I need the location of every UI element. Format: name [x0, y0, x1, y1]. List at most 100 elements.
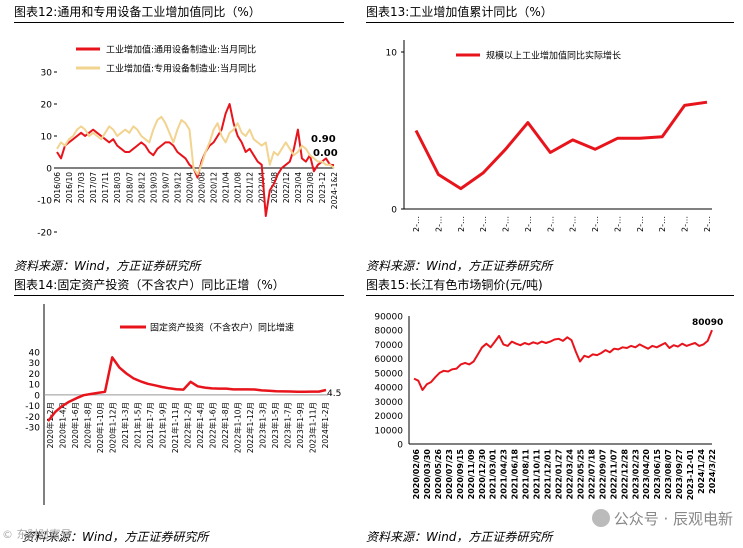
y-tick-label: 0 [34, 391, 40, 401]
chart12-title: 图表12:通用和专用设备工业增加值同比（%） [14, 5, 261, 19]
x-tick-label: 2023/04 [294, 172, 303, 203]
x-tick-label: 2022/12/28 [620, 449, 629, 500]
x-tick-label: 2018/12 [137, 172, 146, 203]
x-tick-label: 2022/01/27 [555, 449, 564, 499]
watermark: 公众号 · 辰观电新 [591, 508, 733, 529]
x-tick-label: 2022年1-10月 [233, 402, 243, 453]
x-tick-label: 2020/11/09 [467, 449, 476, 500]
x-tick-label: 2022年1-12月 [245, 402, 255, 453]
y-tick-label: 60000 [374, 355, 403, 365]
x-tick-label: 2020年1-4月 [58, 402, 68, 448]
x-tick-label: 2020年1-12月 [108, 402, 118, 453]
x-tick-label: 2-… [613, 216, 622, 232]
x-tick-label: 2019/03 [149, 172, 158, 203]
y-tick-label: 10000 [374, 426, 403, 436]
x-tick-label: 2023/08 [306, 172, 315, 203]
x-tick-label: 2020年1-8月 [83, 402, 93, 448]
x-tick-label: 2021年1-9月 [158, 402, 168, 448]
x-tick-label: 2-… [681, 216, 690, 232]
x-tick-label: 2021/04/23 [500, 449, 509, 499]
x-tick-label: 2021/10/11 [533, 449, 542, 500]
x-tick-label: 2-… [703, 216, 712, 232]
y-tick-label: 0 [391, 206, 397, 216]
x-tick-label: 2-… [457, 216, 466, 232]
y-tick-label: 20000 [374, 412, 403, 422]
x-tick-label: 2022/12 [282, 172, 291, 203]
x-tick-label: 2-… [658, 216, 667, 232]
x-tick-label: 2016/10 [65, 172, 74, 203]
y-tick-label: 50000 [374, 369, 403, 379]
x-tick-label: 2023年1-3月 [258, 402, 268, 448]
legend-label-1: 工业增加值:专用设备制造业:当月同比 [106, 63, 256, 75]
y-tick-label: 10 [386, 49, 398, 59]
y-tick-label: 30 [41, 69, 53, 79]
x-tick-label: 2022/05/25 [576, 449, 585, 500]
x-tick-label: 2023年1-11月 [308, 402, 318, 453]
x-tick-label: 2018/07 [125, 172, 134, 203]
y-tick-label: 30 [29, 359, 41, 369]
x-tick-label: 2022年1-8月 [220, 402, 230, 448]
x-tick-label: 2019/07 [161, 172, 170, 203]
x-tick-label: 2-… [569, 216, 578, 232]
chart15-title: 图表15:长江有色市场铜价(元/吨) [366, 278, 543, 292]
y-tick-label: 0 [46, 165, 52, 175]
chart15-source: 资料来源：Wind，方正证券研究所 [366, 530, 553, 544]
x-tick-label: 2-… [479, 216, 488, 232]
x-tick-label: 2-… [524, 216, 533, 232]
x-tick-label: 2020/09/15 [456, 449, 465, 500]
x-tick-label: 2-… [636, 216, 645, 232]
annotation-0: 4.5 [327, 389, 341, 399]
x-tick-label: 2020年1-6月 [70, 402, 80, 448]
x-tick-label: 2022年1-4月 [195, 402, 205, 448]
y-tick-label: 10 [41, 133, 53, 143]
x-tick-label: 2023/04/20 [642, 449, 651, 500]
x-tick-label: 2020/05/26 [434, 449, 443, 500]
annotation-0: 80090 [692, 318, 723, 328]
watermark-text: 公众号 · 辰观电新 [613, 510, 733, 528]
x-tick-label: 2021年1-5月 [133, 402, 143, 448]
y-tick-label: 80000 [374, 327, 403, 337]
series-line-1 [56, 115, 335, 176]
x-tick-label: 2022/11/07 [609, 449, 618, 499]
x-tick-label: 2-… [434, 216, 443, 232]
y-tick-label: 40000 [374, 384, 403, 394]
series-line-0 [413, 329, 713, 391]
x-tick-label: 2021/06/18 [511, 449, 520, 500]
x-tick-label: 2017/11 [101, 172, 110, 203]
x-tick-label: 2020/04 [185, 172, 194, 203]
x-tick-label: 2021年1-11月 [170, 402, 180, 453]
chart15-title-rule [366, 295, 734, 296]
x-tick-label: 2020年1-2月 [45, 402, 55, 448]
y-tick-label: 20 [29, 370, 41, 380]
y-tick-label: 30000 [374, 398, 403, 408]
x-tick-label: 2020/12/30 [478, 449, 487, 500]
x-tick-label: 2016/06 [53, 172, 62, 203]
x-tick-label: 2020年1-10月 [95, 402, 105, 453]
annotation-0: 0.90 [311, 134, 336, 145]
y-tick-label: -20 [25, 413, 40, 423]
x-tick-label: 2021/03/01 [489, 449, 498, 500]
x-tick-label: 2023/09/27 [675, 449, 684, 499]
x-tick-label: 2023-12 [318, 172, 327, 204]
y-tick-label: -30 [25, 424, 40, 434]
x-tick-label: 2022/08 [270, 172, 279, 203]
x-tick-label: 2018/03 [113, 172, 122, 203]
x-tick-label: 2023-12-01 [686, 449, 695, 501]
watermark-left: © 东财财富号 [2, 528, 72, 541]
x-tick-label: 2020/08 [198, 172, 207, 203]
x-tick-label: 2020/12 [210, 172, 219, 203]
annotation-1: 0.00 [313, 148, 338, 159]
x-tick-label: 2-… [412, 216, 421, 232]
x-tick-label: 2021/04 [222, 172, 231, 203]
chart13-title: 图表13:工业增加值累计同比（%） [366, 5, 553, 19]
x-tick-label: 2017/07 [89, 172, 98, 203]
x-tick-label: 2021/08 [234, 172, 243, 203]
x-tick-label: 2022/07/18 [587, 449, 596, 500]
x-tick-label: 2024/1/24 [697, 449, 706, 494]
x-tick-label: 2021/08/11 [522, 449, 531, 500]
y-tick-label: -20 [37, 229, 52, 239]
x-tick-label: 2024-1&2 [330, 172, 339, 209]
